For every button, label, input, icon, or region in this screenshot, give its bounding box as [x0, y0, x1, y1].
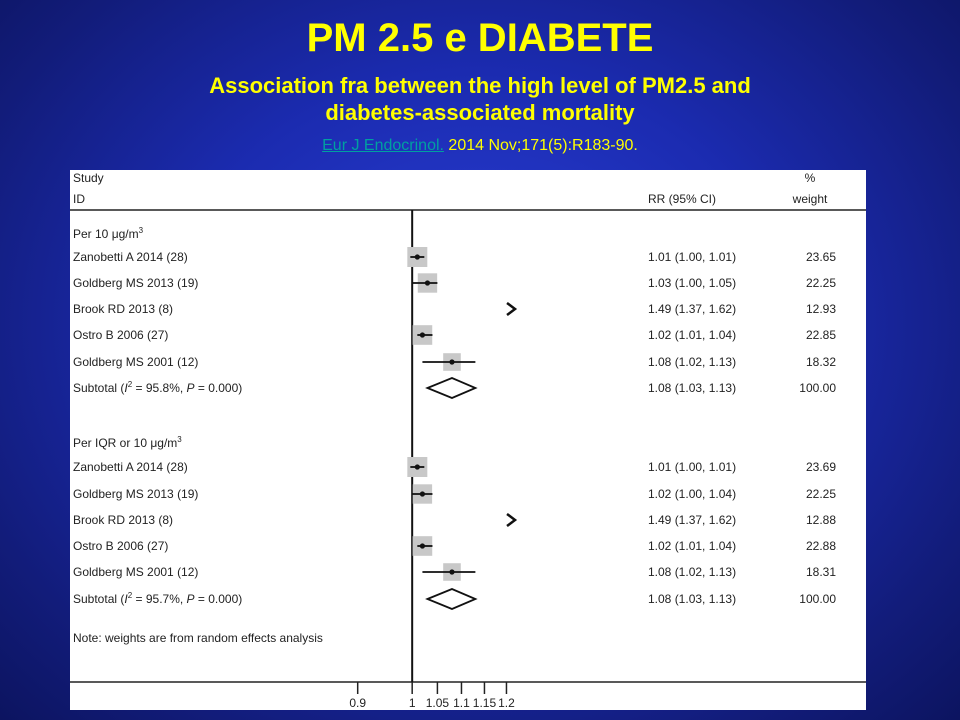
subtotal-diamond: [425, 377, 478, 399]
citation: Eur J Endocrinol. 2014 Nov;171(5):R183-9…: [0, 136, 960, 156]
study-name: Brook RD 2013 (8): [73, 302, 173, 316]
study-rr: 1.01 (1.00, 1.01): [648, 460, 736, 474]
x-tick-label: 1.1: [453, 696, 470, 710]
subtotal-rr: 1.08 (1.03, 1.13): [648, 592, 736, 606]
point-estimate: [419, 332, 426, 338]
study-rr: 1.02 (1.00, 1.04): [648, 487, 736, 501]
header-rr: RR (95% CI): [648, 192, 716, 206]
point-estimate: [414, 464, 420, 470]
study-name: Goldberg MS 2013 (19): [73, 276, 198, 290]
x-tick-label: 1: [409, 696, 416, 710]
i2-superscript: 2: [128, 591, 133, 600]
study-weight: 18.31: [806, 565, 836, 579]
slide-subtitle: Association fra between the high level o…: [0, 72, 960, 126]
subtotal-prefix: Subtotal (: [73, 381, 124, 395]
header-weight: weight: [792, 192, 828, 206]
subtotal-i2-value: = 95.7%,: [132, 592, 186, 606]
group-label: Per IQR or 10 μg/m3: [73, 435, 182, 450]
forest-plot-svg: Study ID RR (95% CI)% weight 0.9 1 1.05 1.1 1.15…: [70, 171, 866, 710]
subtotal-rr: 1.08 (1.03, 1.13): [648, 381, 736, 395]
study-name: Brook RD 2013 (8): [73, 513, 173, 527]
header-id: ID: [73, 192, 85, 206]
group-label-sup: 3: [177, 435, 182, 444]
slide-title: PM 2.5 e DIABETE: [306, 16, 654, 60]
point-estimate: [419, 543, 426, 549]
subtitle-line-2: diabetes-associated mortality: [325, 100, 635, 125]
p-value: = 0.000): [195, 592, 243, 606]
study-name: Ostro B 2006 (27): [73, 328, 168, 342]
header-percent: %: [805, 171, 816, 185]
subtotal-label: Subtotal (I2 = 95.7%, P = 0.000): [73, 591, 242, 606]
study-rr: 1.08 (1.02, 1.13): [648, 355, 736, 369]
i2-symbol: I: [124, 381, 128, 395]
footnote: Note: weights are from random effects an…: [73, 631, 323, 645]
point-estimate: [449, 569, 455, 575]
study-weight: 22.85: [806, 328, 836, 342]
study-rr: 1.02 (1.01, 1.04): [648, 328, 736, 342]
study-rr: 1.03 (1.00, 1.05): [648, 276, 736, 290]
x-tick-label: 1.15: [473, 696, 497, 710]
study-rr: 1.02 (1.01, 1.04): [648, 539, 736, 553]
point-estimate: [424, 280, 431, 286]
point-estimate: [449, 359, 455, 365]
study-weight: 22.88: [806, 539, 836, 553]
x-tick-label: 1.05: [426, 696, 450, 710]
i2-symbol: I: [124, 592, 128, 606]
study-weight: 22.25: [806, 487, 836, 501]
point-estimate: [419, 491, 426, 497]
citation-details: 2014 Nov;171(5):R183-90.: [443, 137, 638, 154]
study-name: Goldberg MS 2001 (12): [73, 565, 198, 579]
header-study: Study: [73, 171, 104, 185]
x-tick-label: 1.2: [498, 696, 515, 710]
offscale-arrow: [506, 513, 518, 527]
study-weight: 22.25: [806, 276, 836, 290]
study-rr: 1.01 (1.00, 1.01): [648, 250, 736, 264]
group-label: Per 10 μg/m3: [73, 226, 144, 241]
p-symbol: P: [187, 592, 195, 606]
study-rr: 1.08 (1.02, 1.13): [648, 565, 736, 579]
point-estimate: [414, 254, 420, 260]
p-symbol: P: [187, 381, 195, 395]
p-value: = 0.000): [195, 381, 243, 395]
subtotal-label: Subtotal (I2 = 95.8%, P = 0.000): [73, 380, 242, 395]
offscale-arrow: [506, 302, 518, 316]
study-weight: 18.32: [806, 355, 836, 369]
study-weight: 23.69: [806, 460, 836, 474]
study-weight: 23.65: [806, 250, 836, 264]
journal-link[interactable]: Eur J Endocrinol.: [322, 137, 444, 154]
subtotal-diamond: [425, 588, 478, 610]
forest-plot: Study ID RR (95% CI)% weight 0.9 1 1.05 1.1 1.15…: [70, 170, 866, 710]
study-name: Goldberg MS 2013 (19): [73, 487, 198, 501]
i2-superscript: 2: [128, 380, 133, 389]
study-rr: 1.49 (1.37, 1.62): [648, 302, 736, 316]
x-tick-label: 0.9: [349, 696, 366, 710]
subtitle-line-1: Association fra between the high level o…: [209, 73, 751, 98]
group-label-sup: 3: [139, 226, 144, 235]
subtotal-weight: 100.00: [799, 592, 836, 606]
study-name: Zanobetti A 2014 (28): [73, 250, 188, 264]
study-name: Ostro B 2006 (27): [73, 539, 168, 553]
study-name: Goldberg MS 2001 (12): [73, 355, 198, 369]
subtotal-weight: 100.00: [799, 381, 836, 395]
subtotal-prefix: Subtotal (: [73, 592, 124, 606]
study-rr: 1.49 (1.37, 1.62): [648, 513, 736, 527]
study-weight: 12.93: [806, 302, 836, 316]
study-weight: 12.88: [806, 513, 836, 527]
subtotal-i2-value: = 95.8%,: [132, 381, 186, 395]
study-name: Zanobetti A 2014 (28): [73, 460, 188, 474]
